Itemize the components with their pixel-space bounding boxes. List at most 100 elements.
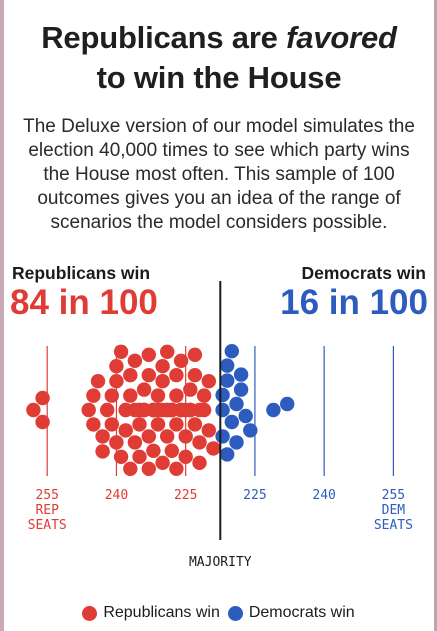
outcome-dot-rep: [123, 461, 138, 476]
outcome-dot-rep: [109, 435, 124, 450]
outcome-dot-rep: [127, 435, 143, 450]
outcome-dot-rep: [141, 429, 156, 444]
headline-part-2: to win the House: [96, 60, 342, 95]
legend-dot-rep: [82, 605, 98, 621]
outcome-dot-rep: [160, 429, 175, 444]
tick-label-dem-225: 225: [243, 488, 266, 503]
outcome-dot-rep: [113, 449, 129, 464]
outcome-dot-rep: [109, 374, 124, 389]
graphic-frame: Republicans are favored to win the House…: [4, 0, 434, 631]
tick-sublabel-dem-2: SEATS: [374, 518, 413, 533]
outcome-dot-rep: [104, 388, 120, 403]
outcome-dot-rep: [201, 423, 216, 438]
outcome-dot-rep: [183, 382, 198, 397]
outcome-dot-rep: [169, 417, 184, 432]
outcome-dot-rep: [100, 402, 115, 418]
outcome-dot-dem: [280, 396, 295, 412]
majority-label: MAJORITY: [189, 555, 252, 570]
tick-sublabel-rep-2: SEATS: [28, 518, 67, 533]
outcome-dot-rep: [196, 402, 212, 418]
legend-dot-dem: [227, 605, 243, 621]
outcome-dot-rep: [123, 368, 138, 383]
outcome-dot-rep: [104, 417, 120, 432]
outcome-dot-rep: [90, 374, 106, 389]
outcome-dot-dem: [224, 344, 239, 359]
legend-item-rep: Republicans win: [82, 604, 220, 622]
outcome-dot-dem: [215, 429, 230, 444]
outcome-dot-rep: [35, 414, 50, 430]
outcome-dot-rep: [141, 347, 156, 362]
outcome-dot-rep: [26, 402, 41, 418]
outcome-dot-rep: [150, 417, 166, 432]
outcome-dots: [26, 344, 295, 476]
tick-label-dem-255: 255: [382, 488, 405, 503]
tick-label-rep-255: 255: [35, 488, 58, 503]
outcome-dot-dem: [220, 358, 235, 373]
outcome-dot-rep: [178, 449, 193, 464]
outcome-dot-rep: [86, 388, 101, 403]
description: The Deluxe version of our model simulate…: [23, 116, 415, 233]
legend: Republicans win Democrats win: [0, 604, 437, 622]
tick-sublabel-dem-1: DEM: [382, 503, 406, 518]
outcome-dot-rep: [160, 344, 175, 359]
legend-label-rep: Republicans win: [103, 604, 220, 621]
outcome-dot-rep: [169, 368, 184, 383]
outcome-dot-rep: [192, 435, 207, 450]
outcome-dot-rep: [141, 368, 156, 383]
outcome-dot-rep: [132, 417, 147, 432]
outcome-dot-rep: [187, 417, 203, 432]
outcome-dot-rep: [127, 353, 143, 368]
dem-win-label: Democrats win: [301, 263, 426, 283]
outcome-dot-rep: [95, 429, 110, 444]
outcome-dot-rep: [169, 388, 184, 403]
outcome-dot-rep: [169, 461, 184, 476]
tick-label-rep-225: 225: [174, 488, 197, 503]
outcome-dot-rep: [187, 347, 203, 362]
outcome-dot-dem: [229, 435, 244, 450]
outcome-dot-dem: [229, 396, 244, 412]
dem-win-odds: 16 in 100: [280, 283, 428, 322]
right-edge-strip: [434, 0, 437, 631]
outcome-dot-rep: [150, 388, 166, 403]
outcome-dot-rep: [173, 353, 189, 368]
outcome-dot-rep: [155, 455, 170, 470]
outcome-dot-dem: [233, 367, 249, 382]
outcome-dot-rep: [146, 443, 161, 458]
outcome-dot-rep: [113, 344, 129, 359]
outcome-dot-rep: [178, 429, 193, 444]
outcome-dot-rep: [123, 388, 138, 403]
outcome-dot-dem: [220, 447, 235, 462]
outcome-dot-dem: [233, 382, 249, 397]
headline: Republicans are favored to win the House: [4, 18, 434, 98]
outcome-dot-dem: [215, 402, 230, 418]
tick-label-dem-240: 240: [312, 488, 335, 503]
headline-emphasis: favored: [286, 20, 397, 55]
outcome-dot-rep: [206, 441, 221, 456]
outcome-dot-dem: [238, 408, 253, 424]
outcome-dot-rep: [109, 359, 124, 374]
outcome-dot-dem: [243, 423, 258, 438]
outcome-dot-rep: [141, 461, 156, 476]
tick-label-rep-240: 240: [105, 488, 128, 503]
outcome-dot-rep: [136, 382, 152, 397]
outcome-dot-rep: [196, 388, 212, 403]
headline-part-1: Republicans are: [41, 20, 278, 55]
outcome-dot-rep: [192, 455, 207, 470]
outcome-dot-rep: [81, 402, 96, 418]
outcome-dot-dem: [224, 414, 239, 430]
outcome-dot-rep: [164, 443, 179, 458]
outcome-dot-rep: [118, 423, 133, 438]
outcome-dot-rep: [155, 359, 170, 374]
outcome-dot-dem: [266, 402, 281, 418]
outcome-dot-dem: [220, 373, 235, 388]
outcome-dot-dem: [215, 387, 230, 403]
tick-sublabel-rep-1: REP: [35, 503, 59, 518]
outcome-dot-rep: [132, 449, 147, 464]
rep-win-odds: 84 in 100: [10, 283, 158, 322]
outcome-dot-rep: [86, 417, 101, 432]
legend-item-dem: Democrats win: [227, 604, 355, 622]
left-edge-strip: [0, 0, 4, 631]
outcome-dot-rep: [155, 374, 170, 389]
